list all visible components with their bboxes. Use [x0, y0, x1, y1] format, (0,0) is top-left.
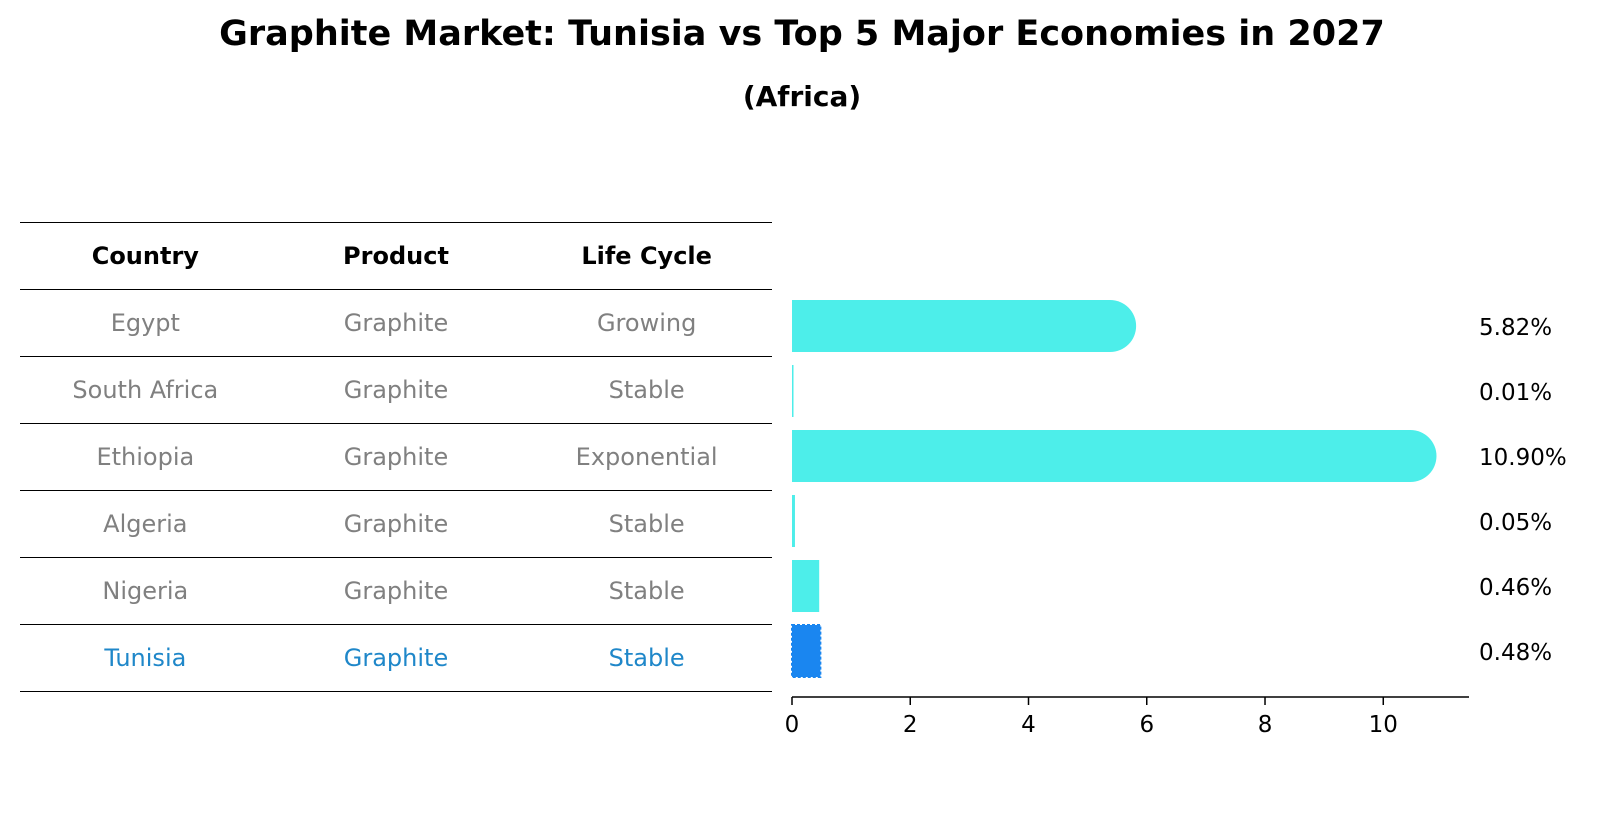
bar: [792, 365, 794, 417]
table-row-highlighted: Tunisia Graphite Stable: [20, 625, 772, 692]
chart-subtitle: (Africa): [742, 80, 862, 113]
country-cell: Tunisia: [104, 644, 187, 672]
chart-title: Graphite Market: Tunisia vs Top 5 Major …: [219, 14, 1385, 54]
x-tick-label: 10: [1369, 712, 1398, 738]
header-life-cycle: Life Cycle: [581, 242, 712, 270]
country-cell: South Africa: [72, 376, 219, 404]
product-cell: Graphite: [343, 644, 449, 672]
value-label: 0.01%: [1479, 380, 1552, 406]
product-cell: Graphite: [343, 309, 449, 337]
bar: [792, 495, 795, 547]
highlighted-bar: [791, 624, 822, 678]
table-row: Egypt Graphite Growing: [20, 290, 772, 357]
x-tick-label: 0: [785, 712, 800, 738]
product-cell: Graphite: [343, 376, 449, 404]
x-tick-label: 4: [1021, 712, 1036, 738]
country-cell: Nigeria: [102, 577, 189, 605]
value-label: 10.90%: [1479, 445, 1567, 471]
bar: [792, 430, 1437, 482]
life-cycle-cell: Stable: [608, 577, 685, 605]
x-tick-label: 2: [903, 712, 918, 738]
bar: [792, 300, 1137, 352]
value-label: 5.82%: [1479, 315, 1552, 341]
value-label: 0.05%: [1479, 510, 1552, 536]
product-cell: Graphite: [343, 577, 449, 605]
country-cell: Ethiopia: [96, 443, 195, 471]
value-label: 0.46%: [1479, 575, 1552, 601]
life-cycle-cell: Growing: [596, 309, 697, 337]
life-cycle-cell: Stable: [608, 644, 685, 672]
x-tick-label: 6: [1139, 712, 1154, 738]
header-country: Country: [91, 242, 199, 270]
life-cycle-cell: Stable: [608, 376, 685, 404]
country-cell: Algeria: [103, 510, 188, 538]
product-cell: Graphite: [343, 443, 449, 471]
value-label: 0.48%: [1479, 640, 1552, 666]
table-row: Nigeria Graphite Stable: [20, 558, 772, 625]
table-header-row: Country Product Life Cycle: [20, 222, 772, 290]
table-row: Ethiopia Graphite Exponential: [20, 424, 772, 491]
table-row: South Africa Graphite Stable: [20, 357, 772, 424]
country-cell: Egypt: [110, 309, 180, 337]
bar: [792, 560, 820, 612]
header-product: Product: [343, 242, 449, 270]
life-cycle-cell: Stable: [608, 510, 685, 538]
data-table: Country Product Life Cycle Egypt Graphit…: [20, 222, 772, 692]
x-tick-label: 8: [1258, 712, 1273, 738]
table-row: Algeria Graphite Stable: [20, 491, 772, 558]
product-cell: Graphite: [343, 510, 449, 538]
life-cycle-cell: Exponential: [575, 443, 718, 471]
